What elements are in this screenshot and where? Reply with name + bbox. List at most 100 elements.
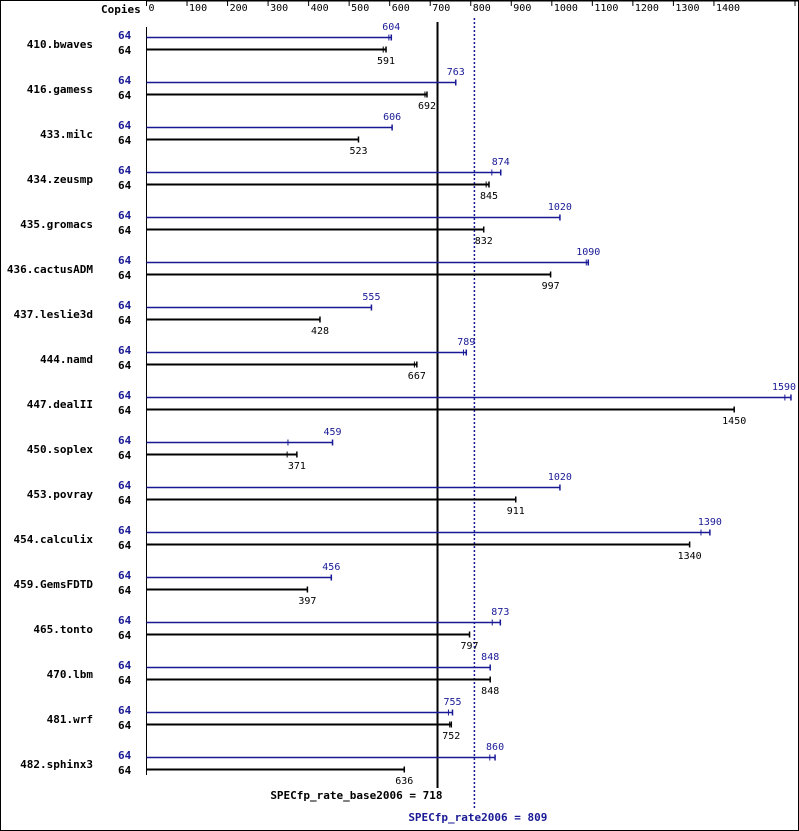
copies-value-base: 64 [118,584,132,597]
value-label-peak: 860 [486,742,504,753]
copies-value-peak: 64 [118,119,132,132]
copies-value-base: 64 [118,449,132,462]
copies-value-base: 64 [118,224,132,237]
value-label-base: 692 [418,101,436,112]
value-label-peak: 789 [457,337,475,348]
x-tick-label: 1600 [797,3,799,14]
copies-value-base: 64 [118,179,132,192]
benchmark-row: 434.zeusmp 64 874 64 845 [27,157,510,202]
value-label-base: 591 [377,56,395,67]
copies-value-peak: 64 [118,254,132,267]
value-label-peak: 1390 [698,517,722,528]
benchmark-row: 465.tonto 64 873 64 797 [33,607,509,652]
reference-lines: SPECfp_rate_base2006 = 718 SPECfp_rate200… [270,18,547,824]
copies-value-base: 64 [118,134,132,147]
copies-value-peak: 64 [118,569,132,582]
copies-value-base: 64 [118,89,132,102]
copies-value-base: 64 [118,404,132,417]
copies-value-peak: 64 [118,29,132,42]
copies-value-peak: 64 [118,164,132,177]
value-label-base: 997 [542,281,560,292]
value-label-base: 911 [507,506,525,517]
benchmark-row: 433.milc 64 606 64 523 [40,112,401,157]
value-label-base: 1450 [722,416,746,427]
benchmark-row: 454.calculix 64 1390 64 1340 [14,517,722,562]
benchmark-row: 481.wrf 64 755 64 752 [47,697,462,742]
value-label-peak: 606 [383,112,401,123]
value-label-peak: 1090 [576,247,600,258]
value-label-peak: 755 [443,697,461,708]
x-tick-label: 1100 [594,3,618,14]
x-axis-ticks: 0 100 200 300 400 500 600 700 800 900 1000 1100 1200… [146,1,799,14]
benchmark-row: 453.povray 64 1020 64 911 [27,472,572,517]
benchmark-label: 450.soplex [27,443,94,456]
benchmark-row: 447.dealII 64 1590 64 1450 [27,382,796,427]
x-tick-label: 1000 [554,3,578,14]
benchmark-label: 465.tonto [33,623,93,636]
x-tick-label: 100 [189,3,207,14]
value-label-base: 428 [311,326,329,337]
value-label-peak: 1020 [548,202,572,213]
benchmark-label: 437.leslie3d [14,308,93,321]
benchmark-label: 459.GemsFDTD [14,578,94,591]
copies-value-peak: 64 [118,524,132,537]
copies-value-base: 64 [118,539,132,552]
benchmark-row: 416.gamess 64 763 64 692 [27,67,465,112]
copies-value-peak: 64 [118,704,132,717]
copies-value-base: 64 [118,494,132,507]
benchmark-label: 436.cactusADM [7,263,93,276]
benchmark-label: 453.povray [27,488,94,501]
value-label-peak: 555 [362,292,380,303]
benchmark-row: 435.gromacs 64 1020 64 832 [20,202,572,247]
value-label-base: 848 [481,686,499,697]
benchmark-label: 435.gromacs [20,218,93,231]
value-label-base: 1340 [678,551,702,562]
benchmark-label: 444.namd [40,353,93,366]
x-tick-label: 600 [392,3,410,14]
copies-value-peak: 64 [118,209,132,222]
copies-value-base: 64 [118,359,132,372]
x-tick-label: 700 [432,3,450,14]
value-label-base: 397 [298,596,316,607]
copies-value-peak: 64 [118,479,132,492]
benchmark-row: 470.lbm 64 848 64 848 [47,652,500,697]
copies-value-peak: 64 [118,299,132,312]
value-label-base: 832 [475,236,493,247]
value-label-base: 636 [395,776,413,787]
copies-value-base: 64 [118,44,132,57]
value-label-peak: 874 [492,157,510,168]
x-tick-label: 500 [351,3,369,14]
value-label-peak: 763 [447,67,465,78]
value-label-peak: 1020 [548,472,572,483]
copies-value-peak: 64 [118,614,132,627]
benchmark-label: 416.gamess [27,83,93,96]
benchmark-label: 433.milc [40,128,93,141]
value-label-base: 523 [349,146,367,157]
value-label-base: 371 [288,461,306,472]
benchmark-label: 434.zeusmp [27,173,94,186]
value-label-peak: 604 [382,22,400,33]
x-tick-label: 1300 [675,3,699,14]
benchmark-label: 470.lbm [47,668,94,681]
x-tick-label: 1400 [716,3,740,14]
x-tick-label: 200 [230,3,248,14]
value-label-peak: 1590 [772,382,796,393]
x-tick-label: 300 [270,3,288,14]
copies-value-base: 64 [118,629,132,642]
x-tick-label: 800 [473,3,491,14]
benchmark-row: 450.soplex 64 459 64 371 [27,427,342,472]
value-label-peak: 848 [481,652,499,663]
benchmark-label: 482.sphinx3 [20,758,93,771]
copies-value-base: 64 [118,764,132,777]
value-label-peak: 873 [491,607,509,618]
benchmark-label: 410.bwaves [27,38,93,51]
copies-value-base: 64 [118,719,132,732]
value-label-base: 797 [461,641,479,652]
copies-value-peak: 64 [118,434,132,447]
benchmark-row: 437.leslie3d 64 555 64 428 [14,292,381,337]
benchmark-row: 459.GemsFDTD 64 456 64 397 [14,562,341,607]
benchmark-label: 447.dealII [27,398,93,411]
copies-value-peak: 64 [118,344,132,357]
